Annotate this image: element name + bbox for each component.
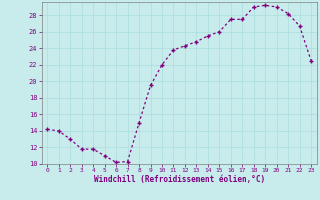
X-axis label: Windchill (Refroidissement éolien,°C): Windchill (Refroidissement éolien,°C) — [94, 175, 265, 184]
